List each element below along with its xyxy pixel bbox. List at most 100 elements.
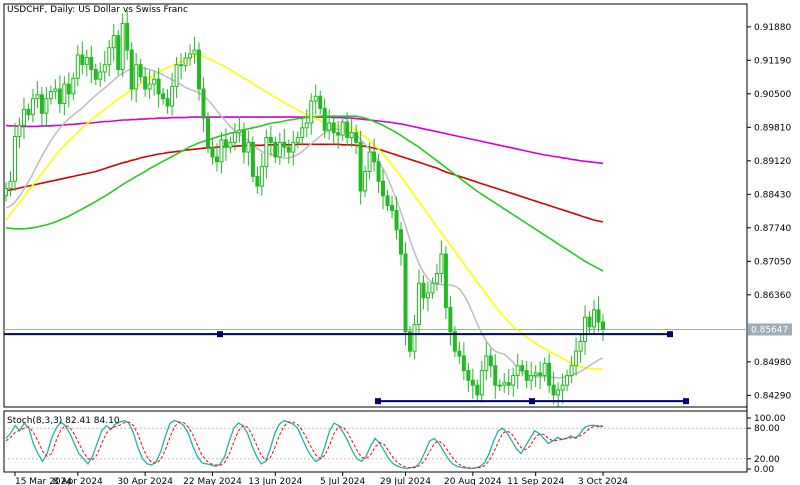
line-anchor-handle[interactable]	[683, 398, 689, 405]
candle-body	[291, 141, 296, 153]
horizontal-support-lines[interactable]	[4, 331, 689, 405]
candle-body	[421, 282, 426, 299]
candle-body	[152, 78, 157, 85]
candle-body	[66, 83, 71, 95]
candle-body	[53, 88, 58, 92]
candle-body	[596, 309, 601, 323]
candle-body	[376, 161, 381, 182]
candle-body	[277, 141, 282, 158]
candle-body	[250, 141, 255, 177]
candle-body	[354, 132, 359, 143]
yellow-moving-average	[5, 54, 603, 370]
candle-body	[183, 57, 188, 67]
chart-title: USDCHF, Daily: US Dollar vs Swiss Franc	[7, 5, 188, 15]
candle-body	[416, 282, 421, 325]
candle-body	[71, 77, 76, 95]
candle-body	[295, 137, 300, 143]
candle-body	[327, 122, 332, 131]
candle-body	[111, 35, 116, 49]
current-price-tag	[748, 323, 792, 336]
price-tick-label: 0.86360	[754, 291, 791, 301]
stochastic-tick-label: 100.00	[754, 414, 786, 424]
candle-body	[502, 382, 507, 386]
stochastic-tick-label: 80.00	[754, 424, 780, 434]
candle-body	[304, 122, 309, 129]
stochastic-tick-label: 20.00	[754, 455, 780, 465]
candle-body	[322, 107, 327, 131]
candle-body	[547, 362, 552, 386]
candle-body	[358, 141, 363, 192]
candle-body	[300, 127, 305, 139]
candle-body	[529, 374, 534, 381]
candle-body	[493, 365, 498, 386]
candle-body	[138, 64, 143, 78]
candle-body	[488, 355, 493, 367]
stochastic-signal-line	[5, 421, 604, 469]
time-tick-label: 8 Apr 2024	[53, 477, 103, 485]
candle-body	[170, 86, 175, 107]
price-tick-label: 0.89120	[754, 157, 791, 167]
time-tick-label: 20 Aug 2024	[444, 477, 502, 485]
candle-body	[457, 350, 462, 357]
time-tick-label: 15 Mar 2024	[15, 477, 72, 485]
candle-body	[331, 122, 336, 134]
candle-body	[520, 365, 525, 372]
candle-body	[26, 108, 31, 116]
green-moving-average	[5, 115, 604, 272]
candle-body	[399, 229, 404, 255]
line-anchor-handle[interactable]	[667, 331, 673, 338]
candle-body	[587, 316, 592, 328]
candle-body	[174, 64, 179, 88]
candle-body	[524, 370, 529, 381]
candle-body	[479, 370, 484, 396]
candle-body	[309, 100, 314, 124]
stochastic-title: Stoch(8,3,3) 82.41 84.10	[7, 416, 120, 426]
candle-body	[219, 139, 224, 163]
stochastic-tick-label: 0.00	[754, 465, 774, 475]
candle-body	[565, 374, 570, 386]
time-tick-label: 22 May 2024	[183, 477, 242, 485]
candle-body	[336, 132, 341, 136]
candle-body	[125, 22, 130, 51]
candle-body	[102, 64, 107, 73]
line-anchor-handle[interactable]	[529, 398, 535, 405]
candle-body	[452, 331, 457, 352]
candle-body	[560, 384, 565, 391]
candle-body	[506, 382, 511, 386]
stochastic-lines	[5, 419, 604, 470]
candle-body	[466, 370, 471, 381]
price-tick-label: 0.84290	[754, 391, 791, 401]
candle-body	[192, 49, 197, 55]
candle-body	[497, 384, 502, 387]
candle-body	[259, 166, 264, 187]
candle-body	[44, 98, 49, 114]
candle-body	[228, 141, 233, 148]
candle-body	[583, 316, 588, 342]
time-tick-label: 5 Jul 2024	[320, 477, 365, 485]
candle-body	[268, 137, 273, 143]
time-tick-label: 3 Oct 2024	[578, 477, 628, 485]
candle-body	[214, 156, 219, 163]
candle-body	[116, 35, 121, 71]
candle-body	[407, 331, 412, 352]
line-anchor-handle[interactable]	[217, 331, 223, 338]
candle-body	[4, 188, 8, 197]
current-price-label: 0.85647	[751, 325, 788, 335]
candle-body	[143, 76, 148, 90]
candle-body	[394, 209, 399, 231]
silver-moving-average	[5, 67, 604, 379]
line-anchor-handle[interactable]	[375, 398, 381, 405]
candle-body	[75, 54, 80, 79]
time-tick-label: 30 Apr 2024	[117, 477, 173, 485]
candle-body	[201, 88, 206, 119]
candle-body	[551, 384, 556, 396]
candle-body	[345, 121, 350, 139]
candle-body	[273, 141, 278, 158]
candle-body	[367, 151, 372, 173]
candle-body	[475, 384, 480, 396]
candle-body	[484, 355, 489, 372]
moving-average-lines	[5, 54, 604, 379]
candle-body	[205, 117, 210, 148]
candle-body	[443, 253, 448, 308]
candle-body	[412, 323, 417, 352]
